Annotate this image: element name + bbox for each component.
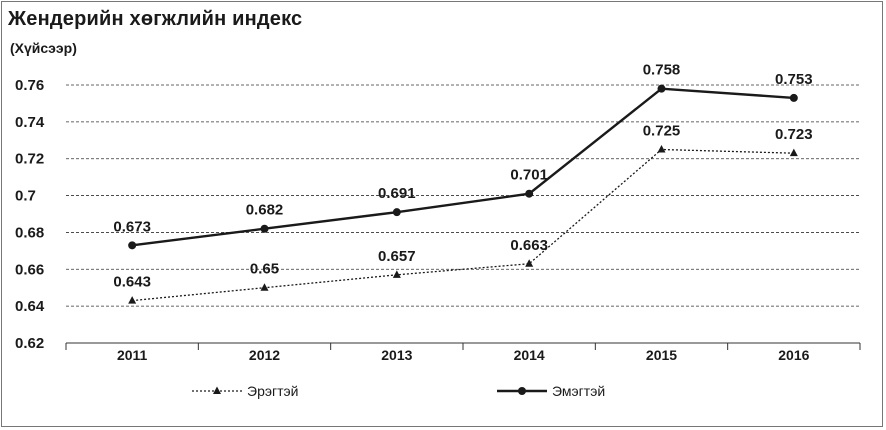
gridlines <box>66 84 860 307</box>
y-tick-0.62: 0.62 <box>15 335 44 352</box>
circle-marker <box>789 93 798 102</box>
legend-circle-icon <box>518 387 526 395</box>
data-label: 0.663 <box>510 237 548 254</box>
y-tick-0.7: 0.7 <box>15 188 36 205</box>
circle-marker <box>657 84 666 93</box>
data-labels: 0.643 0.65 0.657 0.663 0.725 0.723 0.673 0.682 0… <box>113 62 812 291</box>
y-tick-0.68: 0.68 <box>15 224 44 241</box>
circle-marker <box>128 241 137 250</box>
data-label: 0.723 <box>775 126 813 143</box>
y-tick-0.66: 0.66 <box>15 261 44 278</box>
y-tick-0.72: 0.72 <box>15 151 44 168</box>
circle-marker <box>260 224 269 233</box>
y-tick-0.64: 0.64 <box>15 298 45 315</box>
data-label: 0.725 <box>643 123 681 140</box>
legend: Эрэгтэй Эмэгтэй <box>192 383 605 399</box>
x-tick-2013: 2013 <box>381 347 412 363</box>
data-label: 0.691 <box>378 185 416 202</box>
series-lines <box>132 87 794 302</box>
data-label: 0.65 <box>250 261 279 278</box>
circle-marker <box>392 208 401 217</box>
triangle-marker <box>657 145 666 153</box>
chart-title: Жендерийн хөгжлийн индекс <box>8 8 303 30</box>
data-label: 0.753 <box>775 71 813 88</box>
chart-subtitle: (Хүйсээр) <box>10 40 77 56</box>
series-line-0 <box>132 148 794 302</box>
data-label: 0.657 <box>378 248 416 265</box>
y-tick-labels: 0.62 0.64 0.66 0.68 0.7 0.72 0.74 0.76 <box>15 77 45 352</box>
legend-label-1: Эмэгтэй <box>552 383 605 399</box>
x-tick-2015: 2015 <box>646 347 677 363</box>
y-tick-0.76: 0.76 <box>15 77 44 94</box>
triangle-marker <box>525 259 534 267</box>
legend-label-0: Эрэгтэй <box>247 383 298 399</box>
x-tick-2012: 2012 <box>249 347 280 363</box>
series-markers <box>128 84 798 304</box>
y-tick-0.74: 0.74 <box>15 114 45 131</box>
triangle-marker <box>260 283 269 291</box>
data-label: 0.673 <box>113 218 151 235</box>
x-tick-2014: 2014 <box>514 347 545 363</box>
circle-marker <box>525 189 534 198</box>
data-label: 0.643 <box>113 274 151 291</box>
data-label: 0.682 <box>246 202 284 219</box>
legend-triangle-icon <box>213 386 221 394</box>
triangle-marker <box>128 296 137 304</box>
triangle-marker <box>789 148 798 157</box>
data-label: 0.701 <box>510 167 548 184</box>
axes <box>65 342 861 350</box>
triangle-marker <box>392 270 401 278</box>
series-line-1 <box>132 87 794 247</box>
data-label: 0.758 <box>643 62 681 79</box>
x-tick-2016: 2016 <box>778 347 809 363</box>
x-tick-labels: 2011 2012 2013 2014 2015 2016 <box>117 347 810 363</box>
x-tick-2011: 2011 <box>117 347 148 363</box>
